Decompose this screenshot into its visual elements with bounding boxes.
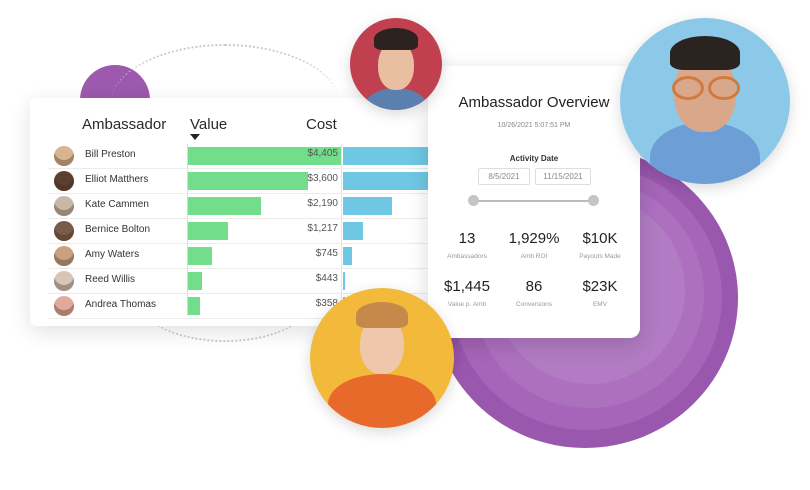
column-header-value[interactable]: Value bbox=[190, 116, 228, 133]
slider-start-handle[interactable] bbox=[468, 195, 479, 206]
hair bbox=[670, 36, 740, 70]
glasses bbox=[672, 76, 704, 100]
column-header-cost[interactable]: Cost bbox=[306, 116, 337, 133]
stat-value: $1,445 bbox=[444, 278, 490, 295]
ambassador-name: Andrea Thomas bbox=[85, 299, 156, 310]
value-amount: $358 bbox=[315, 298, 338, 309]
ambassador-name: Amy Waters bbox=[85, 249, 140, 260]
value-bar bbox=[188, 197, 261, 215]
stat-emv: $23K EMV bbox=[565, 278, 635, 308]
value-bar bbox=[188, 222, 228, 240]
table-row[interactable]: Elliot Matthers $3,600 bbox=[48, 169, 448, 194]
table-row[interactable]: Bernice Bolton $1,217 bbox=[48, 219, 448, 244]
ambassador-name: Bernice Bolton bbox=[85, 224, 151, 235]
avatar bbox=[54, 246, 74, 266]
activity-date-label: Activity Date bbox=[509, 154, 559, 163]
avatar bbox=[54, 146, 74, 166]
ambassador-rows: Bill Preston $4,405 Elliot Matthers $3,6… bbox=[48, 144, 448, 319]
stat-value: 1,929% bbox=[508, 230, 560, 247]
overview-title: Ambassador Overview bbox=[458, 94, 610, 111]
value-bar bbox=[188, 147, 341, 165]
stat-value: $10K bbox=[582, 230, 618, 247]
stat-value-per-amb: $1,445 Value p. Amb bbox=[432, 278, 502, 308]
value-bar bbox=[188, 297, 200, 315]
value-bar bbox=[188, 272, 202, 290]
start-date-input[interactable]: 8/5/2021 bbox=[478, 168, 530, 185]
table-row[interactable]: Reed Willis $443 bbox=[48, 269, 448, 294]
stat-label: Payouts Made bbox=[579, 253, 621, 260]
value-amount: $1,217 bbox=[307, 223, 338, 234]
ambassador-name: Elliot Matthers bbox=[85, 174, 149, 185]
slider-end-handle[interactable] bbox=[588, 195, 599, 206]
ambassador-overview-card: Ambassador Overview 10/26/2021 5:07:51 P… bbox=[428, 66, 640, 338]
date-range-slider[interactable] bbox=[472, 200, 594, 202]
cost-bar bbox=[343, 147, 433, 165]
overview-timestamp: 10/26/2021 5:07:51 PM bbox=[497, 122, 571, 129]
avatar bbox=[54, 171, 74, 191]
cost-bar bbox=[343, 172, 433, 190]
stat-label: Amb ROI bbox=[520, 253, 548, 260]
avatar bbox=[54, 296, 74, 316]
avatar bbox=[54, 221, 74, 241]
stat-label: Ambassadors bbox=[447, 253, 487, 260]
hair bbox=[374, 28, 418, 50]
hair bbox=[356, 302, 408, 328]
dotted-arc bbox=[140, 260, 310, 342]
glasses bbox=[708, 76, 740, 100]
stat-amb-roi: 1,929% Amb ROI bbox=[499, 230, 569, 260]
portrait-photo bbox=[350, 18, 442, 110]
cost-bar bbox=[343, 222, 363, 240]
stat-label: EMV bbox=[592, 301, 608, 308]
table-row[interactable]: Amy Waters $745 bbox=[48, 244, 448, 269]
dotted-arc bbox=[110, 44, 340, 166]
sweater bbox=[650, 122, 760, 184]
value-amount: $3,600 bbox=[307, 173, 338, 184]
portrait-photo bbox=[310, 288, 454, 428]
value-bar bbox=[188, 247, 212, 265]
stat-value: $23K bbox=[582, 278, 618, 295]
value-bar bbox=[188, 172, 308, 190]
value-amount: $4,405 bbox=[307, 148, 338, 159]
ambassador-name: Kate Cammen bbox=[85, 199, 149, 210]
stat-value: 86 bbox=[525, 278, 543, 295]
avatar bbox=[54, 271, 74, 291]
stat-payouts-made: $10K Payouts Made bbox=[565, 230, 635, 260]
divider bbox=[341, 144, 342, 316]
end-date-input[interactable]: 11/15/2021 bbox=[535, 168, 591, 185]
stat-label: Conversions bbox=[515, 301, 553, 308]
table-row[interactable]: Andrea Thomas $358 bbox=[48, 294, 448, 319]
ambassador-table-card: Ambassador Value Cost Bill Preston $4,40… bbox=[30, 98, 450, 326]
value-amount: $2,190 bbox=[307, 198, 338, 209]
avatar bbox=[54, 196, 74, 216]
sweater bbox=[328, 374, 436, 428]
cost-bar bbox=[343, 197, 392, 215]
stat-ambassadors: 13 Ambassadors bbox=[432, 230, 502, 260]
ambassador-name: Reed Willis bbox=[85, 274, 136, 285]
divider bbox=[187, 144, 188, 316]
table-row[interactable]: Bill Preston $4,405 bbox=[48, 144, 448, 169]
cost-bar bbox=[343, 272, 345, 290]
sort-descending-icon bbox=[190, 134, 200, 140]
portrait-photo bbox=[620, 18, 790, 184]
column-header-ambassador[interactable]: Ambassador bbox=[82, 116, 167, 133]
table-row[interactable]: Kate Cammen $2,190 bbox=[48, 194, 448, 219]
value-amount: $443 bbox=[315, 273, 338, 284]
stat-conversions: 86 Conversions bbox=[499, 278, 569, 308]
cost-bar bbox=[343, 247, 352, 265]
shirt bbox=[364, 88, 428, 110]
value-amount: $745 bbox=[315, 248, 338, 259]
stat-label: Value p. Amb bbox=[447, 301, 487, 308]
ambassador-name: Bill Preston bbox=[85, 149, 136, 160]
stat-value: 13 bbox=[458, 230, 476, 247]
